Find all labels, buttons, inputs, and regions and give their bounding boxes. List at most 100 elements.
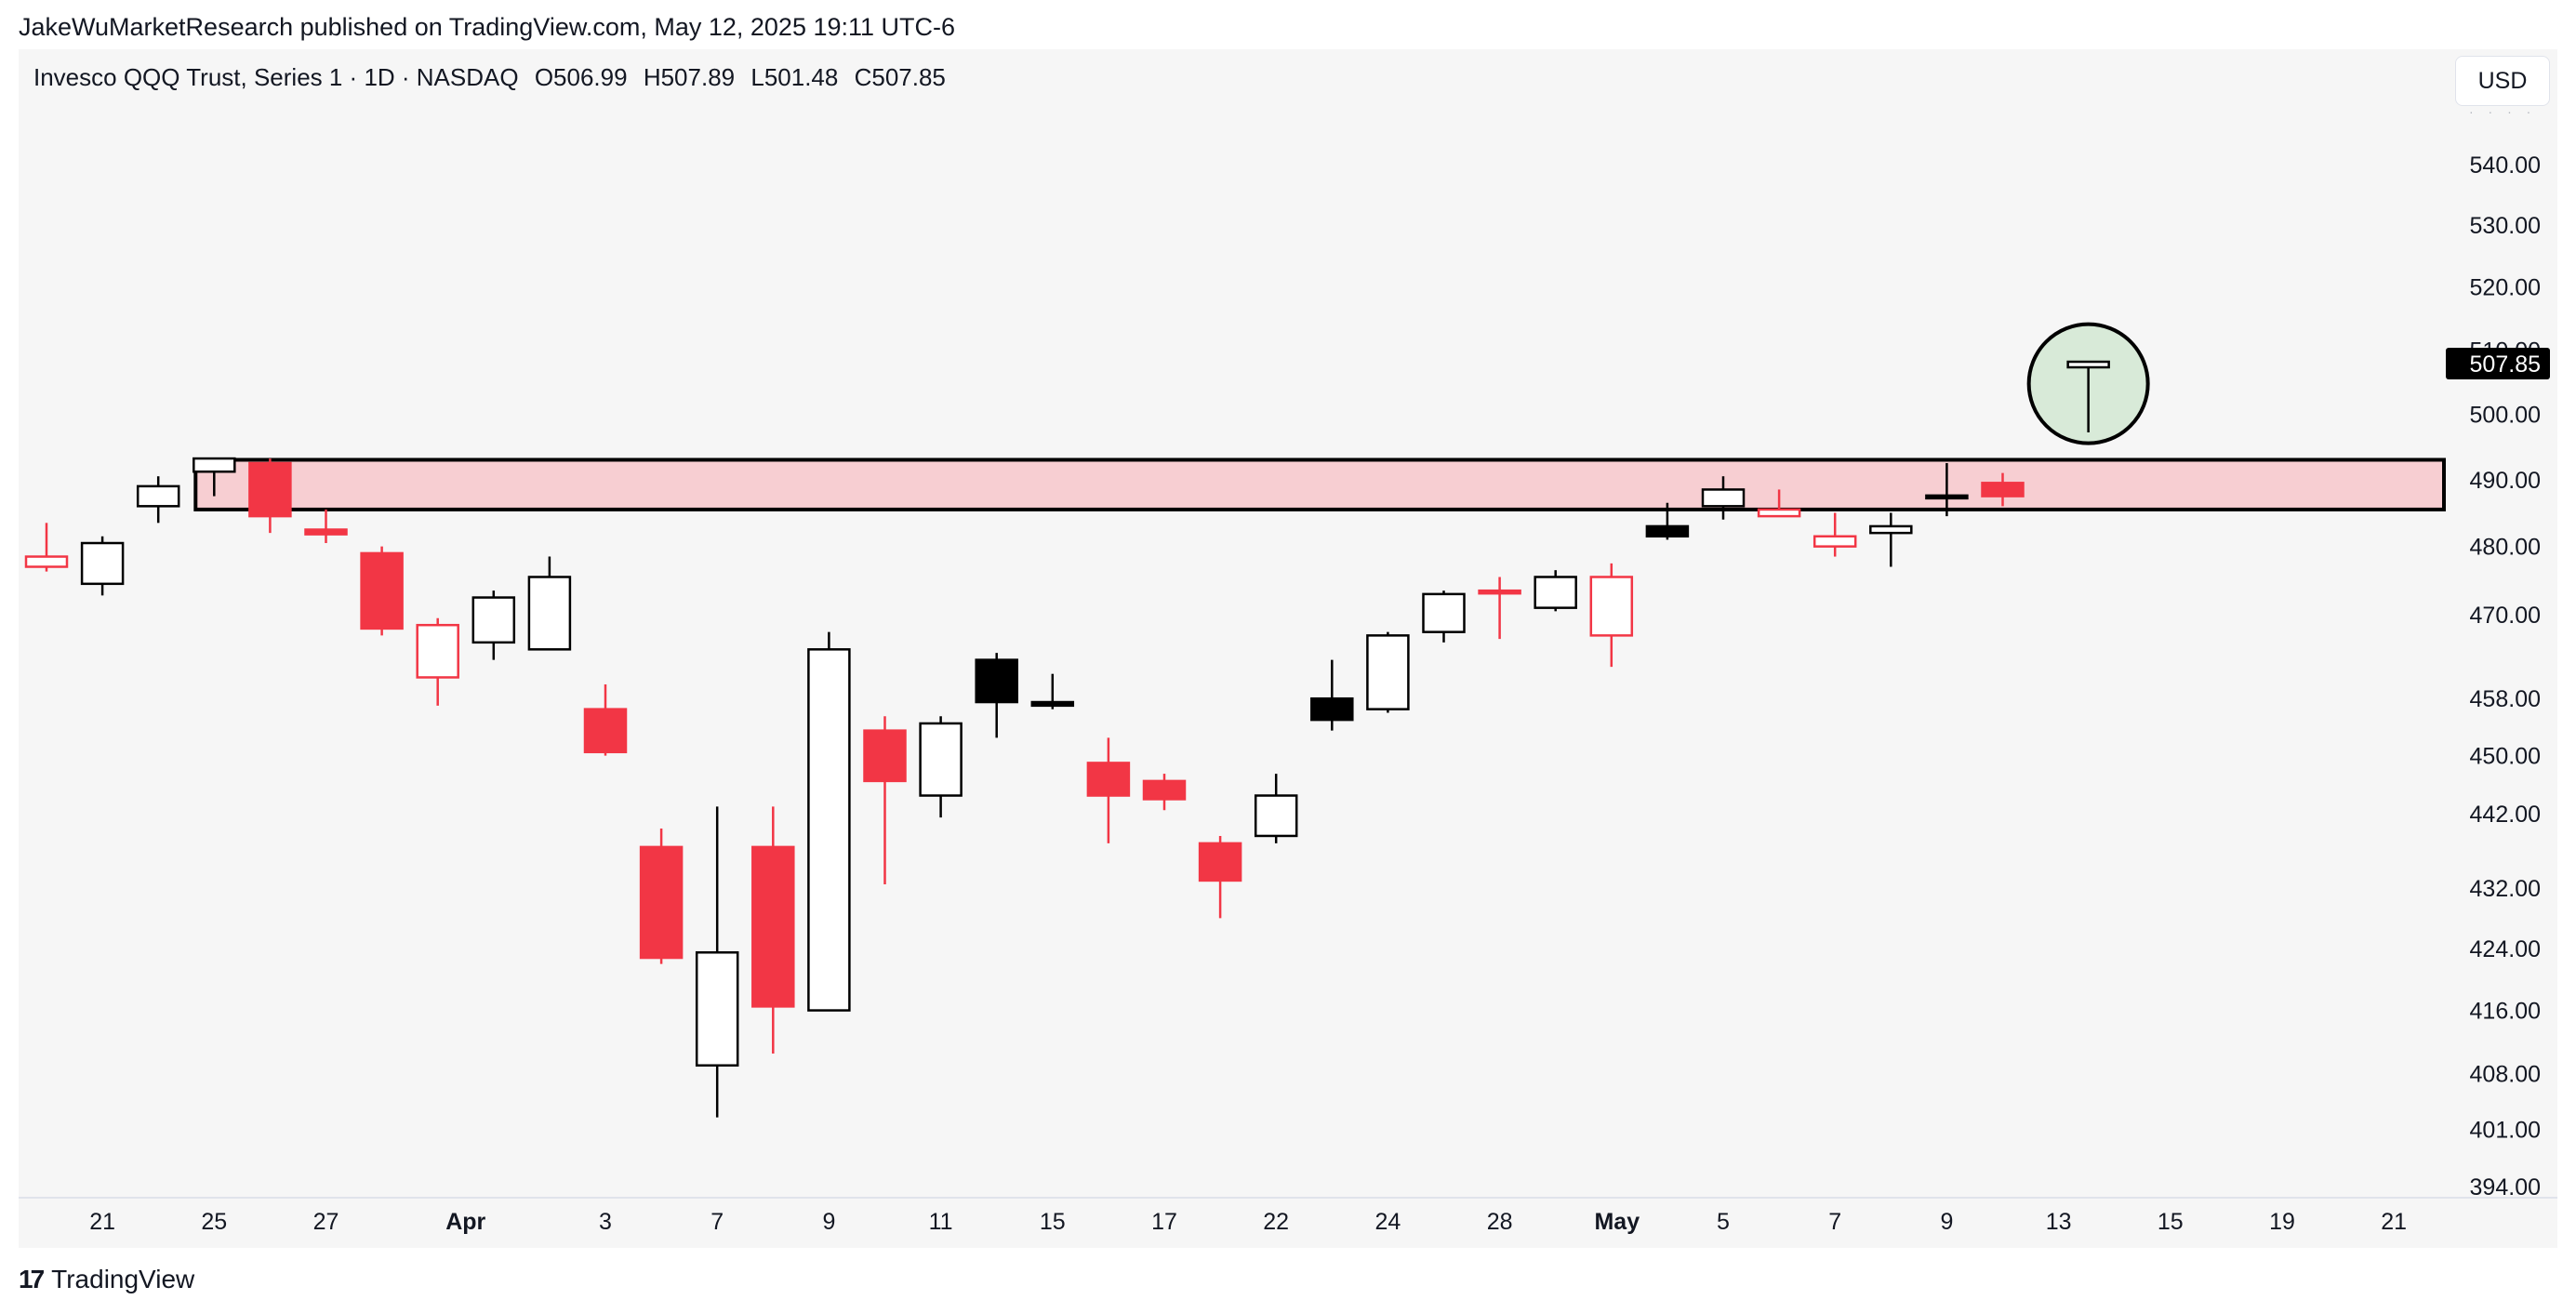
candle-body [1030, 700, 1075, 708]
candle-body [1310, 696, 1354, 722]
footer-brand: TradingView [51, 1265, 195, 1293]
candle [24, 523, 69, 572]
candle [919, 716, 963, 818]
candle [1086, 737, 1131, 843]
candle [1589, 563, 1634, 668]
price-axis: 540.00530.00520.00510.00500.00490.00480.… [2470, 153, 2541, 1200]
candle-body [1142, 779, 1187, 801]
candle-body [416, 623, 459, 679]
last-price-badge [2446, 348, 2550, 380]
time-tick-label: 17 [1151, 1209, 1177, 1235]
time-tick-label: 21 [2381, 1209, 2407, 1235]
time-tick-label: 13 [2046, 1209, 2072, 1235]
price-tick-label: 394.00 [2470, 1174, 2541, 1200]
price-tick-label: 442.00 [2470, 802, 2541, 828]
candle-body [1422, 592, 1466, 633]
price-tick-label: 540.00 [2470, 153, 2541, 179]
price-tick-label: 432.00 [2470, 876, 2541, 902]
low-value: L501.48 [750, 63, 839, 91]
time-axis: 21 25 27 Apr 3 7 9 11 15 17 22 24 28 May 5 7 9 13 15 19 21 [89, 1209, 2407, 1235]
time-tick-label: 15 [2158, 1209, 2184, 1235]
price-tick-label: 450.00 [2470, 744, 2541, 770]
candle-body [1869, 524, 1913, 535]
candle [863, 716, 907, 884]
footer-logo[interactable]: 17 TradingView [19, 1265, 194, 1294]
candle [975, 653, 1018, 738]
candle-body [583, 708, 628, 754]
publisher-line: JakeWuMarketResearch published on Tradin… [19, 13, 956, 41]
candle-body [1198, 842, 1242, 882]
price-tick-label: 490.00 [2470, 468, 2541, 494]
latest-candle [2066, 360, 2110, 433]
candle-body [136, 484, 180, 508]
price-tick-label: 500.00 [2470, 402, 2541, 428]
currency-button[interactable]: USD [2455, 56, 2550, 106]
time-tick-label: 27 [313, 1209, 339, 1235]
open-value: O506.99 [534, 63, 628, 91]
candle [360, 546, 404, 636]
price-tick-label: 520.00 [2470, 275, 2541, 301]
candle-body [80, 541, 125, 586]
candle-body [639, 845, 684, 960]
time-tick-label: 22 [1263, 1209, 1289, 1235]
time-tick-label: 19 [2269, 1209, 2295, 1235]
candle-body [807, 648, 851, 1012]
candle [1981, 472, 2025, 507]
candle-body [1534, 576, 1577, 609]
candle-body [1701, 488, 1746, 508]
candle [136, 476, 180, 524]
symbol-legend: Invesco QQQ Trust, Series 1 · 1D · NASDA… [33, 63, 955, 92]
candle [527, 556, 572, 651]
candle [416, 617, 459, 706]
price-tick-label: 480.00 [2470, 535, 2541, 561]
candle-body [1925, 494, 1969, 500]
candle-body [360, 551, 404, 630]
candle [1142, 774, 1187, 811]
candle-body [527, 576, 572, 651]
candles-group [24, 362, 2080, 1118]
time-tick-label: 24 [1374, 1209, 1401, 1235]
price-tick-label: 408.00 [2470, 1061, 2541, 1087]
candle-body [2066, 360, 2110, 369]
candle-body [304, 528, 348, 536]
candle [1534, 570, 1577, 612]
candle-body [471, 596, 516, 644]
symbol-name[interactable]: Invesco QQQ Trust, Series 1 · 1D · NASDA… [33, 63, 519, 91]
time-tick-label: 21 [89, 1209, 115, 1235]
candle-body [193, 457, 236, 473]
candle [1030, 673, 1075, 710]
candle [1757, 489, 1801, 518]
candle-body [1086, 762, 1131, 797]
candle [1254, 774, 1298, 843]
candle [80, 536, 125, 596]
time-tick-label: 7 [1828, 1209, 1841, 1235]
candle-body [1478, 589, 1521, 595]
time-tick-label: 25 [201, 1209, 227, 1235]
time-tick-label: 3 [599, 1209, 612, 1235]
price-tick-label: 458.00 [2470, 686, 2541, 712]
candle-body [1254, 794, 1298, 838]
candle [193, 457, 236, 497]
candle-body [1645, 524, 1690, 538]
candle-body [248, 461, 292, 518]
time-tick-label: 5 [1717, 1209, 1730, 1235]
candle [1645, 502, 1690, 540]
scale-settings-dots[interactable]: · · · · [2469, 104, 2537, 119]
time-tick-label: 9 [1940, 1209, 1953, 1235]
candle [751, 806, 795, 1054]
price-tick-label: 424.00 [2470, 936, 2541, 962]
price-tick-label: 416.00 [2470, 999, 2541, 1025]
candle [1310, 659, 1354, 731]
candle [1198, 835, 1242, 919]
candle-body [1812, 535, 1857, 548]
price-tick-label: 530.00 [2470, 213, 2541, 239]
candle-body [1589, 576, 1634, 637]
candle-body [751, 845, 795, 1008]
candle [583, 684, 628, 756]
high-value: H507.89 [643, 63, 736, 91]
candle-body [863, 729, 907, 783]
candle-body [919, 722, 963, 797]
time-tick-label: 15 [1040, 1209, 1066, 1235]
price-tick-label: 401.00 [2470, 1118, 2541, 1144]
